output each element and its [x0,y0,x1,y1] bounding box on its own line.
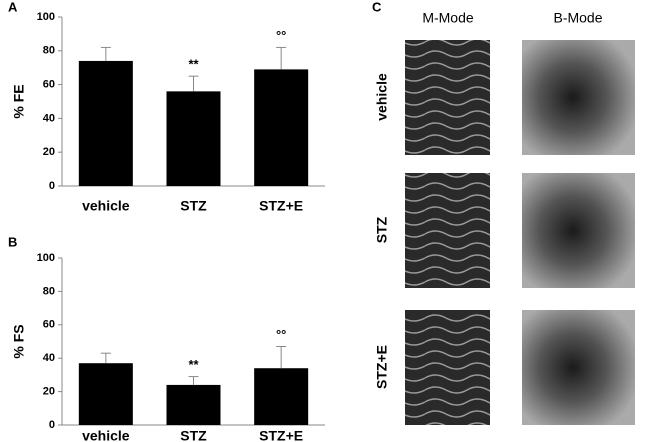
x-tick-label: STZ+E [259,428,303,442]
y-axis-label: % FE [11,84,27,118]
y-tick-label: 0 [49,419,55,431]
x-tick-label: STZ+E [259,198,303,214]
y-tick-label: 40 [43,112,55,124]
y-tick-label: 60 [43,79,55,91]
m-mode-image [405,310,490,425]
b-mode-image [522,40,635,155]
x-tick-label: STZ [180,428,207,442]
x-tick-label: vehicle [82,198,130,214]
panel-c: C M-Mode B-Mode vehicle STZ STZ+E [372,0,635,425]
bar [78,60,133,186]
row-label: vehicle [374,73,390,121]
panel-label: C [372,0,382,14]
bar [166,91,221,186]
y-tick-label: 20 [43,386,55,398]
m-mode-image [405,40,490,155]
bar [254,69,309,186]
bar [166,384,221,425]
y-tick-label: 20 [43,146,55,158]
y-tick-label: 80 [43,45,55,57]
y-tick-label: 60 [43,319,55,331]
y-tick-label: 0 [49,180,55,192]
row-label: STZ [374,216,390,243]
column-label: M-Mode [422,10,474,26]
panel-label: A [8,0,18,14]
x-tick-label: vehicle [82,428,130,442]
y-tick-label: 100 [37,11,55,23]
y-tick-label: 40 [43,352,55,364]
bar [254,368,309,425]
y-axis-label: % FS [11,324,27,358]
panel-label: B [8,234,17,249]
annotation: °° [276,327,286,342]
annotation: °° [276,28,286,43]
column-label: B-Mode [553,10,602,26]
annotation: ** [188,57,199,72]
b-mode-image [522,173,635,288]
x-tick-label: STZ [180,198,207,214]
m-mode-image [405,173,490,288]
y-tick-label: 80 [43,285,55,297]
row-label: STZ+E [374,345,390,389]
annotation: ** [188,357,199,372]
b-mode-image [522,310,635,425]
bar [78,363,133,425]
y-tick-label: 100 [37,252,55,264]
